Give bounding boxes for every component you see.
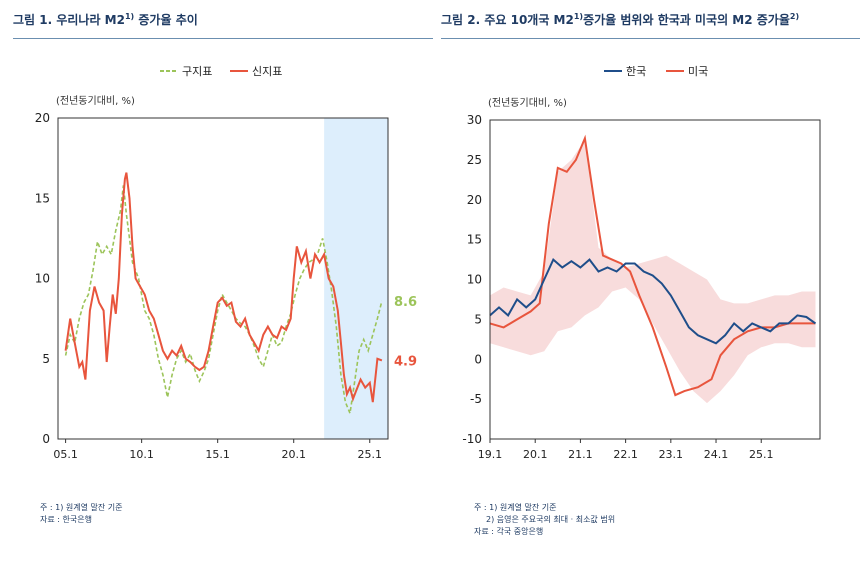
right-ytick-label: 25	[467, 153, 482, 167]
left-note-source: 자료 : 한국은행	[40, 515, 92, 524]
left-ytick-label: 15	[35, 191, 50, 205]
left-plot-border	[57, 117, 389, 440]
right-xtick-label: 23.1	[659, 448, 684, 461]
right-xtick-label: 21.1	[568, 448, 593, 461]
left-xtick-label: 15.1	[205, 448, 230, 461]
left-legend-new-label: 신지표	[252, 65, 282, 78]
right-ytick-label: 10	[467, 273, 482, 287]
left-new-end-label: 4.9	[394, 354, 417, 369]
right-ytick-label: -10	[462, 432, 482, 446]
right-legend-usa-label: 미국	[688, 65, 708, 78]
left-ytick-label: 20	[35, 111, 50, 125]
right-ytick-label: 20	[467, 193, 482, 207]
right-ytick-label: 15	[467, 233, 482, 247]
right-legend-korea-label: 한국	[626, 65, 646, 78]
right-title-rule	[441, 38, 860, 39]
right-ytick-label: -5	[470, 392, 482, 406]
right-note-2: 2) 음영은 주요국의 최대 · 최소값 범위	[486, 515, 616, 524]
left-series-new-line	[64, 172, 383, 403]
left-ylabel: (전년동기대비, %)	[56, 95, 135, 107]
left-legend-old-label: 구지표	[182, 65, 212, 78]
left-ytick-label: 5	[42, 352, 50, 366]
left-xtick-label: 20.1	[281, 448, 306, 461]
right-plot-border	[489, 119, 821, 440]
right-note-source: 자료 : 각국 중앙은행	[474, 527, 544, 536]
left-chart-title: 그림 1. 우리나라 M21) 증가율 추이	[13, 12, 198, 27]
right-xtick-label: 20.1	[523, 448, 548, 461]
right-range-band	[490, 139, 816, 404]
left-ytick-label: 0	[42, 432, 50, 446]
right-note-1: 주 : 1) 원계열 말잔 기준	[474, 503, 557, 512]
right-xtick-label: 25.1	[749, 448, 774, 461]
left-notes: 주 : 1) 원계열 말잔 기준 자료 : 한국은행	[40, 502, 123, 526]
right-chart-title: 그림 2. 주요 10개국 M21)증가율 범위와 한국과 미국의 M2 증가율…	[441, 12, 800, 27]
right-ytick-label: 30	[467, 113, 482, 127]
left-note-1: 주 : 1) 원계열 말잔 기준	[40, 503, 123, 512]
left-series-old-line	[64, 185, 383, 417]
left-shaded-period	[324, 118, 388, 439]
right-xtick-label: 22.1	[613, 448, 638, 461]
right-series-usa-line	[489, 134, 816, 397]
left-ytick-label: 10	[35, 272, 50, 286]
left-xtick-label: 05.1	[53, 448, 78, 461]
right-series-korea-line	[489, 257, 817, 345]
right-notes: 주 : 1) 원계열 말잔 기준 2) 음영은 주요국의 최대 · 최소값 범위…	[474, 502, 615, 538]
right-xtick-label: 19.1	[478, 448, 503, 461]
left-title-rule	[13, 38, 433, 39]
left-xtick-label: 25.1	[358, 448, 383, 461]
right-ytick-label: 5	[474, 312, 482, 326]
right-xtick-label: 24.1	[704, 448, 729, 461]
left-old-end-label: 8.6	[394, 295, 417, 310]
left-xtick-label: 10.1	[129, 448, 154, 461]
right-ytick-label: 0	[474, 352, 482, 366]
right-ylabel: (전년동기대비, %)	[488, 97, 567, 109]
